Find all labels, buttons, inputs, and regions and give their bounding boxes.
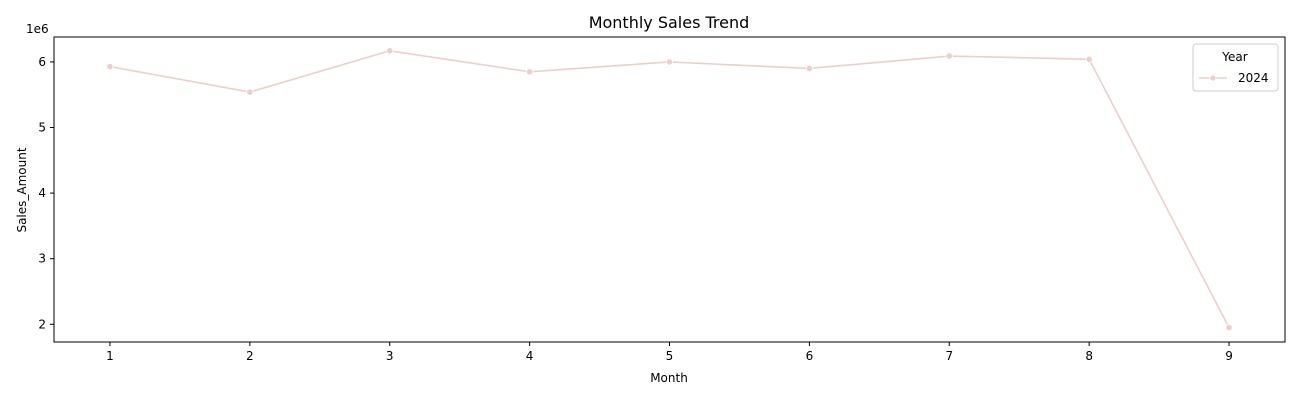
y-tick-label: 6 bbox=[38, 55, 46, 69]
y-axis-label: Sales_Amount bbox=[15, 147, 29, 232]
legend-title: Year bbox=[1221, 50, 1247, 64]
y-tick-label: 4 bbox=[38, 186, 46, 200]
chart-title: Monthly Sales Trend bbox=[589, 13, 750, 32]
data-point bbox=[386, 47, 394, 55]
legend-marker-swatch bbox=[1209, 74, 1217, 82]
x-tick-label: 7 bbox=[945, 349, 953, 363]
x-tick-label: 2 bbox=[246, 349, 254, 363]
y-tick-label: 5 bbox=[38, 121, 46, 135]
data-point bbox=[805, 64, 813, 73]
y-axis: 2 3 4 5 6 bbox=[38, 55, 54, 331]
legend: Year 2024 bbox=[1192, 43, 1279, 92]
data-point bbox=[246, 88, 254, 96]
plot-area bbox=[106, 47, 1233, 332]
data-point bbox=[1225, 323, 1233, 332]
x-tick-label: 5 bbox=[666, 349, 674, 363]
data-point bbox=[1085, 55, 1093, 63]
y-tick-label: 3 bbox=[38, 252, 46, 266]
plot-frame bbox=[53, 36, 1286, 343]
data-point bbox=[945, 52, 953, 60]
data-point bbox=[665, 58, 674, 66]
y-offset-label: 1e6 bbox=[26, 22, 49, 36]
x-tick-label: 8 bbox=[1085, 349, 1093, 363]
series-line-2024 bbox=[109, 49, 1230, 328]
x-tick-label: 1 bbox=[106, 349, 114, 363]
x-axis-label: Month bbox=[650, 371, 688, 385]
legend-entry-label: 2024 bbox=[1238, 71, 1269, 85]
x-tick-label: 6 bbox=[806, 349, 814, 363]
x-tick-label: 9 bbox=[1225, 349, 1233, 363]
data-point bbox=[526, 68, 534, 76]
y-tick-label: 2 bbox=[38, 317, 46, 331]
data-point bbox=[106, 62, 114, 71]
x-axis: 1 2 3 4 5 6 7 8 9 bbox=[106, 342, 1233, 363]
x-tick-label: 4 bbox=[526, 349, 534, 363]
x-tick-label: 3 bbox=[386, 349, 394, 363]
